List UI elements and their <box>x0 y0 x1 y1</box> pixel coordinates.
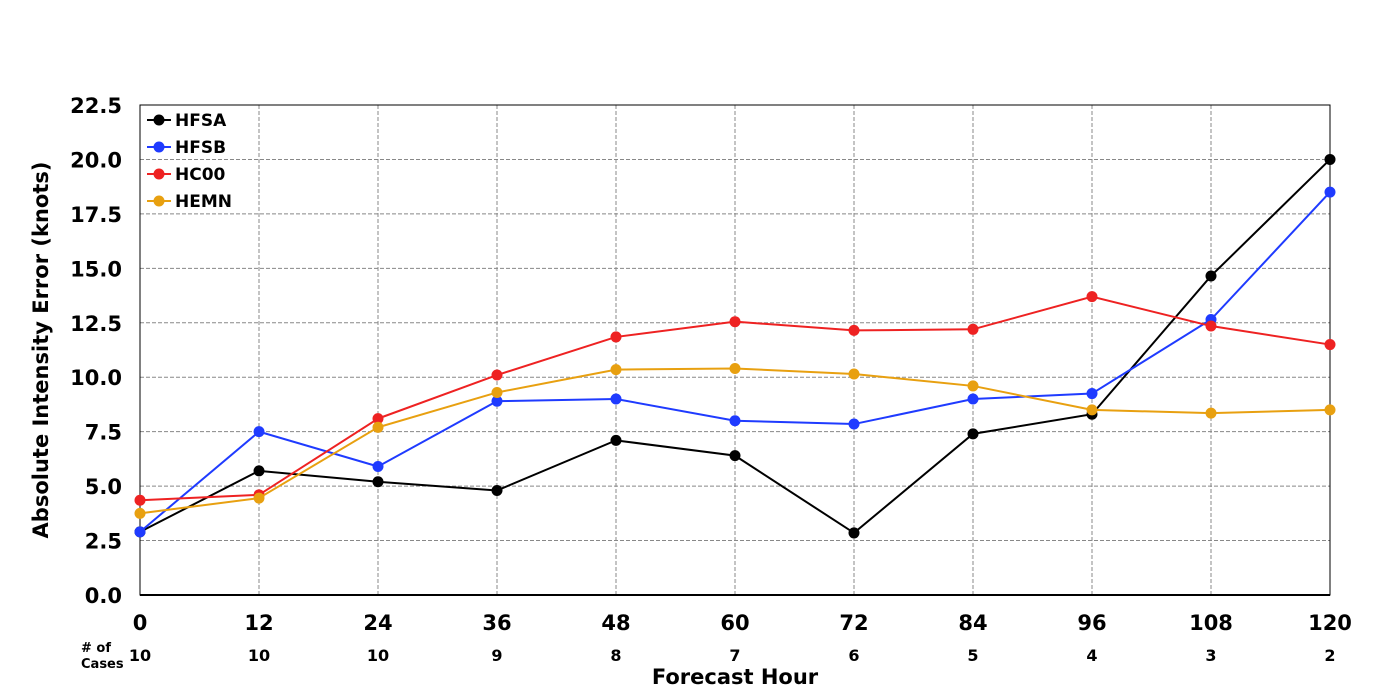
y-axis: 0.0 2.5 5.0 7.5 10.0 12.5 15.0 17.5 20.0 22.5 <box>70 94 122 608</box>
data-point-hc00 <box>372 413 384 425</box>
legend-marker-hfsa <box>153 114 165 126</box>
y-tick-label: 0.0 <box>85 584 122 608</box>
data-point-hfsa <box>372 476 384 488</box>
data-point-hfsa <box>967 428 979 440</box>
x-tick-label: 96 <box>1077 611 1106 635</box>
data-point-hc00 <box>134 494 146 506</box>
data-point-hc00 <box>1324 339 1336 351</box>
x-axis-title: Forecast Hour <box>652 665 819 689</box>
data-point-hfsa <box>848 527 860 539</box>
grid <box>140 105 1330 595</box>
x-tick-label: 108 <box>1189 611 1233 635</box>
x-axis: 0 12 24 36 48 60 72 84 96 108 120 <box>133 611 1352 635</box>
x-tick-label: 84 <box>958 611 987 635</box>
data-point-hfsb <box>491 395 503 407</box>
y-tick-label: 17.5 <box>70 203 122 227</box>
data-point-hemn <box>1086 404 1098 416</box>
data-point-hfsa <box>491 484 503 496</box>
data-point-hemn <box>1205 407 1217 419</box>
y-tick-label: 20.0 <box>70 148 122 172</box>
data-point-hfsb <box>729 415 741 427</box>
data-point-hc00 <box>729 316 741 328</box>
data-point-hfsb <box>372 461 384 473</box>
legend-marker-hc00 <box>153 168 165 180</box>
y-tick-label: 12.5 <box>70 312 122 336</box>
x-tick-label: 72 <box>839 611 868 635</box>
data-point-hfsa <box>729 450 741 462</box>
x-tick-label: 120 <box>1308 611 1352 635</box>
x-tick-label: 36 <box>482 611 511 635</box>
legend-marker-hemn <box>153 195 165 207</box>
case-count-label: 10 <box>129 646 151 665</box>
legend-label-hfsb: HFSB <box>175 138 226 158</box>
data-point-hfsa <box>253 465 265 477</box>
case-count-label: 10 <box>248 646 270 665</box>
x-tick-label: 60 <box>720 611 749 635</box>
y-tick-label: 10.0 <box>70 366 122 390</box>
data-point-hemn <box>1324 404 1336 416</box>
data-point-hemn <box>372 421 384 433</box>
data-point-hemn <box>848 368 860 380</box>
x-tick-label: 24 <box>363 611 392 635</box>
data-point-hfsb <box>134 526 146 538</box>
data-point-hfsb <box>253 426 265 438</box>
cases-row: 10 10 10 9 8 7 6 5 4 3 2 <box>129 646 1336 665</box>
case-count-label: 2 <box>1324 646 1335 665</box>
data-point-hc00 <box>1205 320 1217 332</box>
case-count-label: 4 <box>1086 646 1097 665</box>
case-count-label: 8 <box>610 646 621 665</box>
legend-label-hfsa: HFSA <box>175 111 227 131</box>
data-point-hfsb <box>610 393 622 405</box>
legend: HFSA HFSB HC00 HEMN <box>147 111 232 212</box>
data-point-hfsb <box>1324 186 1336 198</box>
legend-label-hc00: HC00 <box>175 165 226 185</box>
case-count-label: 9 <box>491 646 502 665</box>
y-tick-label: 7.5 <box>85 421 122 445</box>
legend-marker-hfsb <box>153 141 165 153</box>
case-count-label: 5 <box>967 646 978 665</box>
x-tick-label: 12 <box>244 611 273 635</box>
legend-label-hemn: HEMN <box>175 192 232 212</box>
case-count-label: 6 <box>848 646 859 665</box>
y-tick-label: 22.5 <box>70 94 122 118</box>
y-tick-label: 2.5 <box>85 530 122 554</box>
case-count-label: 10 <box>367 646 389 665</box>
data-point-hfsa <box>610 434 622 446</box>
data-point-hemn <box>253 492 265 504</box>
data-point-hc00 <box>967 323 979 335</box>
data-point-hc00 <box>610 331 622 343</box>
data-point-hemn <box>610 364 622 376</box>
data-point-hemn <box>491 386 503 398</box>
cases-label-line2: Cases <box>81 657 124 672</box>
data-point-hfsb <box>1086 388 1098 400</box>
cases-label-line1: # of <box>81 641 111 656</box>
case-count-label: 3 <box>1205 646 1216 665</box>
data-point-hfsa <box>1205 270 1217 282</box>
data-point-hemn <box>729 363 741 375</box>
series-layer <box>134 153 1336 539</box>
data-point-hfsb <box>848 418 860 430</box>
data-point-hc00 <box>1086 291 1098 303</box>
data-point-hfsa <box>1324 153 1336 165</box>
data-point-hemn <box>967 380 979 392</box>
data-point-hfsb <box>967 393 979 405</box>
y-axis-title: Absolute Intensity Error (knots) <box>29 162 53 539</box>
case-count-label: 7 <box>729 646 740 665</box>
data-point-hc00 <box>491 369 503 381</box>
y-tick-label: 15.0 <box>70 257 122 281</box>
x-tick-label: 0 <box>133 611 148 635</box>
data-point-hemn <box>134 507 146 519</box>
y-tick-label: 5.0 <box>85 475 122 499</box>
x-tick-label: 48 <box>601 611 630 635</box>
data-point-hc00 <box>848 324 860 336</box>
